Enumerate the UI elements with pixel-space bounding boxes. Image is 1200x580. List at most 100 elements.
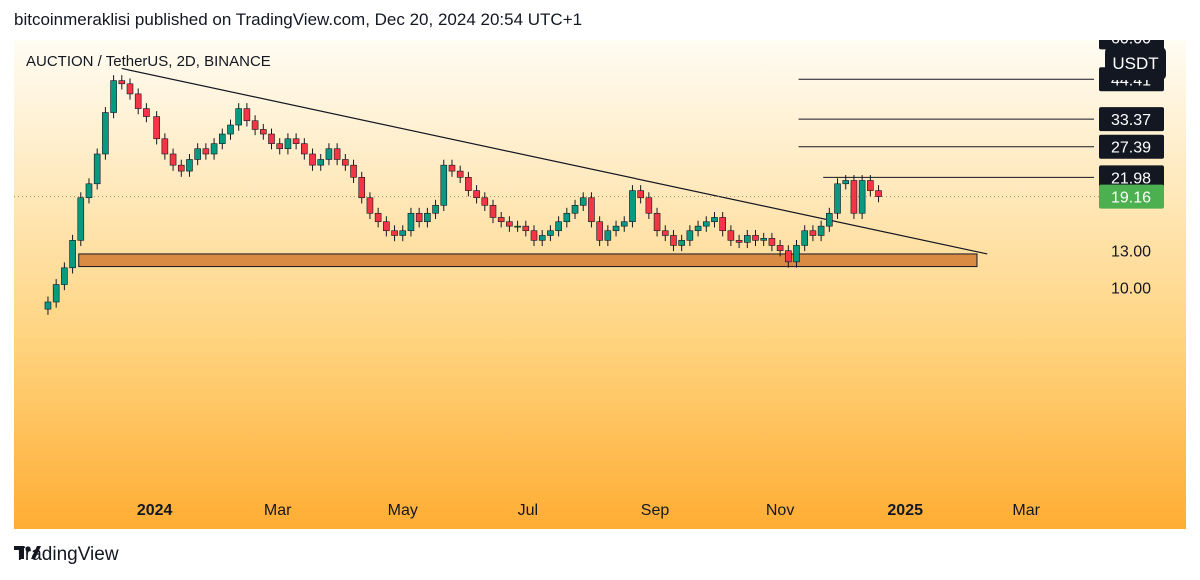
level-label-bg [1099, 107, 1164, 132]
footer-brand[interactable]: TradingView [14, 544, 119, 566]
candle [768, 238, 776, 246]
price-chart[interactable]: 70.0050.0013.0010.0060.0044.4133.3727.39… [14, 40, 1186, 529]
candle [661, 230, 669, 236]
candle [374, 212, 382, 223]
candle [44, 301, 52, 310]
candle [670, 235, 677, 246]
candle [702, 221, 710, 227]
x-tick-label: 2024 [137, 502, 173, 519]
candle [604, 230, 612, 241]
candle [333, 148, 341, 160]
candle [678, 240, 685, 246]
candle [596, 221, 603, 241]
candle [760, 238, 767, 241]
candle [350, 164, 357, 178]
x-tick-label: Nov [766, 502, 794, 519]
last-price-label: 19.16 [1111, 190, 1151, 207]
candle [448, 164, 456, 172]
candle [424, 212, 431, 223]
candle [489, 204, 497, 218]
candle [801, 230, 809, 246]
candle [481, 197, 489, 206]
candle [809, 230, 817, 236]
candle [506, 221, 513, 227]
candle [465, 176, 472, 191]
candle [612, 225, 620, 232]
candle [284, 138, 292, 150]
candle [309, 153, 316, 166]
candle [153, 116, 160, 140]
candle [292, 138, 300, 144]
candle [711, 217, 718, 223]
candle [202, 148, 210, 155]
currency-button[interactable]: USDT [1105, 47, 1166, 80]
candle [268, 133, 275, 144]
y-tick-label: 10.00 [1111, 280, 1151, 297]
level-label-bg [1099, 134, 1164, 159]
candle [637, 190, 644, 199]
level-label: 27.39 [1111, 140, 1151, 157]
candle [555, 221, 562, 232]
x-tick-label: 2025 [887, 502, 923, 519]
candle [391, 230, 398, 236]
candle [52, 284, 60, 303]
candle [571, 204, 579, 214]
candle [276, 143, 284, 150]
candle [530, 230, 538, 241]
candle [177, 164, 185, 172]
candle [134, 93, 142, 109]
candle [342, 159, 349, 166]
last-price-label-bg [1099, 184, 1164, 209]
publish-info: bitcoinmeraklisi published on TradingVie… [14, 10, 583, 29]
candle [85, 183, 93, 199]
x-tick-label: Jul [518, 502, 538, 519]
candle [169, 153, 177, 166]
candle [61, 267, 68, 285]
candle [785, 250, 792, 263]
candle [325, 148, 333, 160]
candle [497, 217, 505, 223]
candle [210, 143, 218, 155]
candle [69, 240, 76, 269]
level-label: 60.00 [1111, 40, 1151, 47]
candle [629, 190, 636, 223]
candle [301, 143, 308, 155]
candle [793, 245, 800, 263]
candle [407, 212, 415, 232]
candle [110, 80, 117, 113]
candle [473, 190, 480, 199]
x-tick-label: Mar [264, 502, 292, 519]
candle [235, 108, 242, 126]
x-tick-label: May [388, 502, 418, 519]
support-zone [78, 253, 978, 268]
candle [719, 217, 726, 232]
descending-trendline [121, 67, 988, 255]
tradingview-logo-icon [14, 546, 41, 559]
x-tick-label: Sep [641, 502, 670, 519]
candle [102, 112, 109, 155]
candle [118, 80, 126, 85]
candle [686, 230, 694, 241]
candle [243, 108, 251, 122]
candle [383, 221, 390, 232]
candle [399, 230, 407, 236]
chart-area[interactable]: 70.0050.0013.0010.0060.0044.4133.3727.39… [14, 40, 1186, 529]
candle [186, 159, 193, 172]
candle [358, 176, 366, 199]
candle [588, 197, 595, 223]
candle [432, 204, 439, 214]
candle [834, 183, 841, 214]
candle [260, 129, 267, 135]
candle [126, 83, 134, 95]
symbol-title: AUCTION / TetherUS, 2D, BINANCE [26, 53, 271, 70]
y-tick-label: 13.00 [1111, 244, 1151, 261]
candle [161, 138, 169, 155]
candle [645, 197, 653, 214]
candle [842, 180, 850, 185]
candle [514, 225, 521, 228]
candle [77, 197, 85, 241]
candle [752, 235, 759, 241]
candle [867, 180, 874, 191]
candle [317, 159, 325, 166]
candle [743, 235, 751, 243]
